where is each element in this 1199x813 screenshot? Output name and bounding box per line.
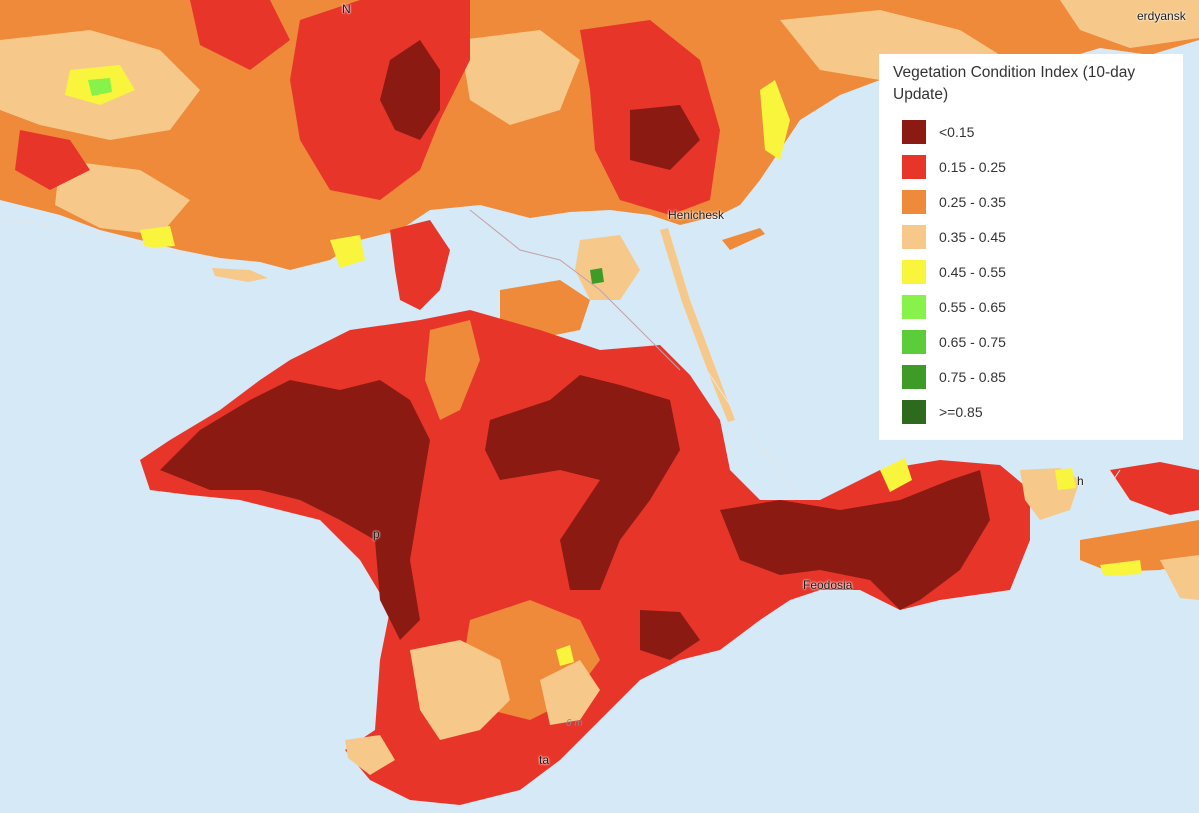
crimea-light-patch [410, 640, 510, 740]
legend-swatch [902, 364, 926, 389]
place-label-henichesk: Henichesk [668, 208, 725, 222]
mainland-light-patch [1060, 0, 1199, 48]
mainland-yellow-patch [140, 226, 175, 248]
legend-swatch [902, 259, 926, 284]
legend-label: 0.55 - 0.65 [939, 298, 1006, 315]
crimea-orange-patch [425, 320, 480, 420]
legend-swatch [902, 189, 926, 214]
legend-panel: Vegetation Condition Index (10-day Updat… [879, 54, 1183, 440]
legend-item: 0.25 - 0.35 [893, 184, 1169, 219]
legend-label: 0.15 - 0.25 [939, 158, 1006, 175]
place-label-feodosia: Feodosia [803, 578, 853, 592]
boundary-line [469, 209, 681, 371]
legend-label: >=0.85 [939, 403, 983, 420]
place-label-kerch: h [1077, 474, 1084, 488]
place-label-yalta: ta [539, 753, 550, 767]
mainland-yellow-patch [760, 80, 790, 160]
crimea-light-patch [540, 660, 600, 725]
crimea-dark-patch [720, 470, 990, 610]
place-label-simferopol: p [373, 527, 380, 541]
taman-yellow [1100, 560, 1142, 576]
legend-item: 0.35 - 0.45 [893, 219, 1169, 254]
legend-item: 0.75 - 0.85 [893, 359, 1169, 394]
isthmus-green [590, 268, 604, 284]
crimea-dark-patch [640, 610, 700, 660]
mainland-green-patch [88, 78, 112, 96]
legend-label: <0.15 [939, 123, 975, 140]
crimea-dark-patch [160, 380, 430, 640]
legend-item: 0.65 - 0.75 [893, 324, 1169, 359]
legend-label: 0.65 - 0.75 [939, 333, 1006, 350]
island [212, 268, 268, 282]
crimea-dark-patch [485, 375, 680, 590]
legend-item: <0.15 [893, 114, 1169, 149]
island [722, 228, 765, 250]
kerch-yellow [1055, 468, 1076, 490]
legend-item: 0.15 - 0.25 [893, 149, 1169, 184]
depth-label: 6 m [566, 718, 583, 729]
legend-item: >=0.85 [893, 394, 1169, 429]
legend-label: 0.45 - 0.55 [939, 263, 1006, 280]
road-line [0, 217, 1121, 521]
legend-swatch [902, 119, 926, 144]
legend-item: 0.55 - 0.65 [893, 289, 1169, 324]
mainland-red-patch [190, 0, 290, 70]
mainland-light-patch [460, 30, 580, 125]
legend-swatch [902, 294, 926, 319]
mainland-dark-patch [630, 105, 700, 170]
kerch-yellow [880, 458, 912, 492]
place-label-berdyansk: erdyansk [1137, 9, 1186, 23]
mainland-light-patch [55, 160, 190, 235]
legend-swatch [902, 224, 926, 249]
legend-swatch [902, 399, 926, 424]
legend-item: 0.45 - 0.55 [893, 254, 1169, 289]
legend-swatch [902, 154, 926, 179]
crimea-light-patch [345, 735, 395, 775]
arabat-spit [660, 228, 735, 422]
taman-region [1160, 555, 1199, 600]
place-label-north: N [342, 2, 351, 16]
crimea-yellow-patch [556, 645, 574, 666]
legend-swatch [902, 329, 926, 354]
legend-label: 0.75 - 0.85 [939, 368, 1006, 385]
taman-region [1110, 462, 1199, 515]
mainland-dark-patch [380, 40, 440, 140]
legend-list: <0.15 0.15 - 0.25 0.25 - 0.35 0.35 - 0.4… [893, 114, 1169, 429]
legend-label: 0.35 - 0.45 [939, 228, 1006, 245]
legend-title: Vegetation Condition Index (10-day Updat… [893, 64, 1136, 103]
isthmus-region [390, 220, 450, 310]
mainland-yellow-patch [330, 235, 365, 268]
legend-label: 0.25 - 0.35 [939, 193, 1006, 210]
mainland-red-patch [15, 130, 90, 190]
